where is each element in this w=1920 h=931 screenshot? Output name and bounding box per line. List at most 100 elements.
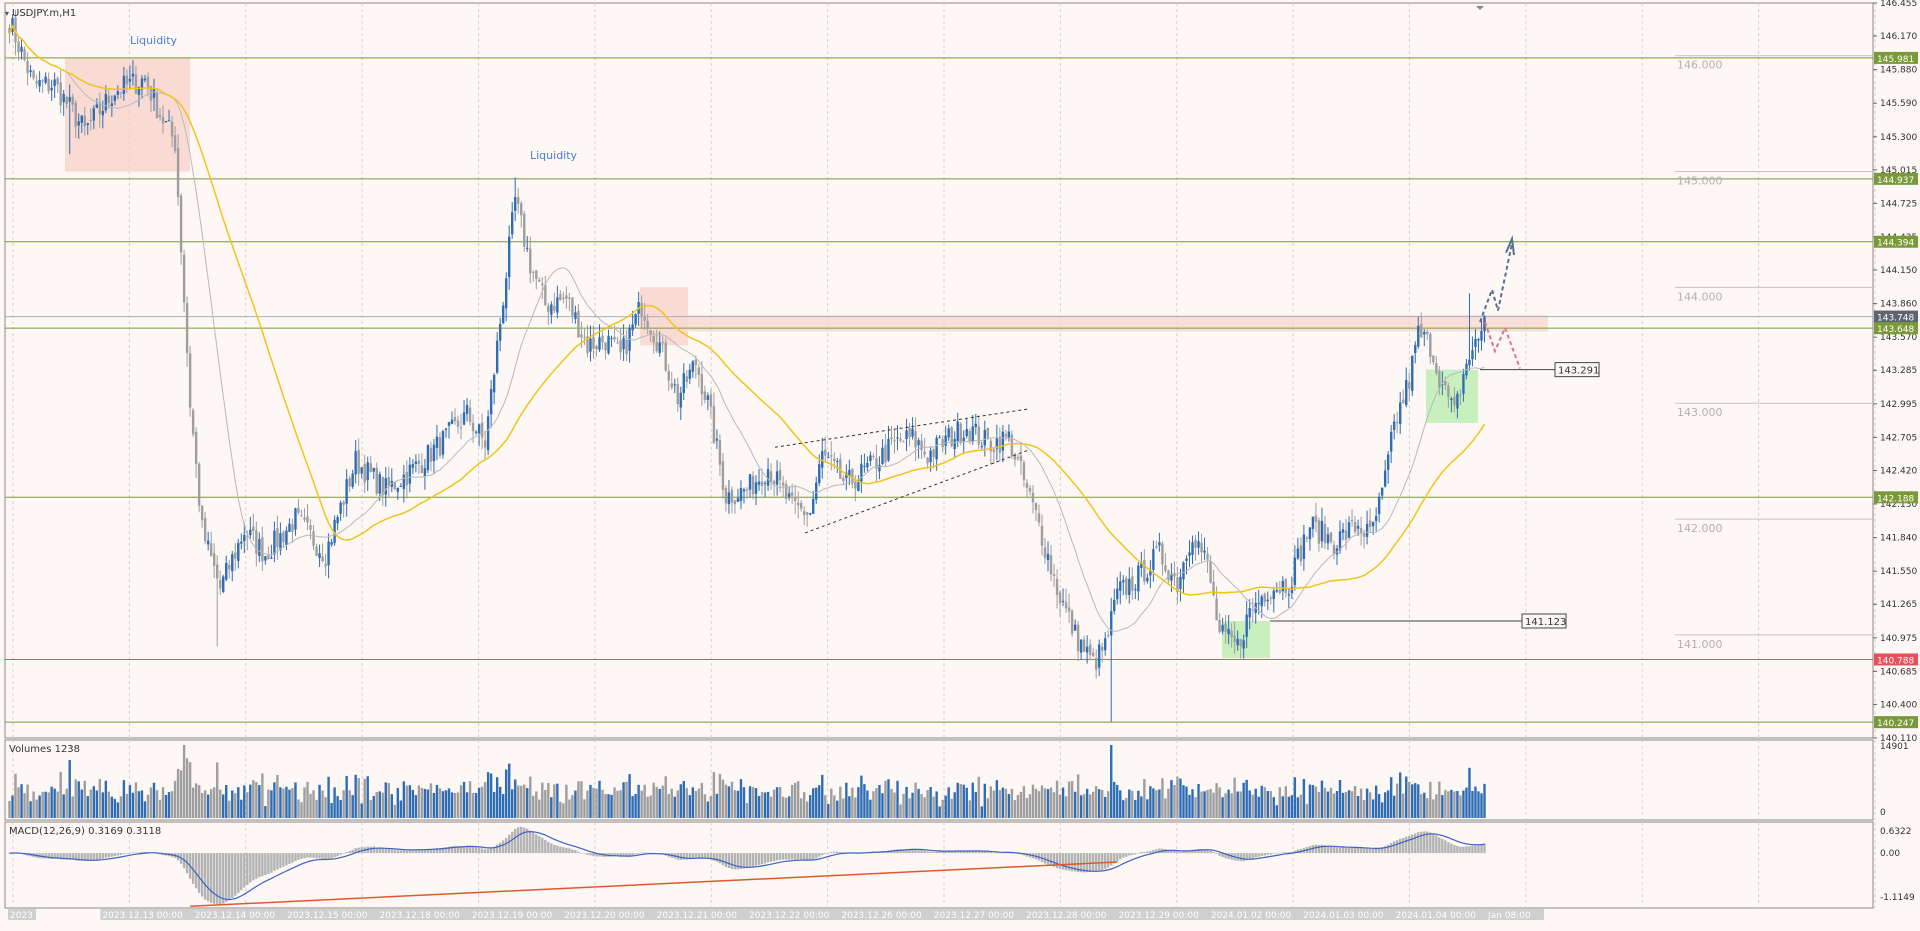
volume-bar xyxy=(279,787,282,818)
volume-bar xyxy=(498,786,502,818)
macd-histogram-bar xyxy=(980,851,983,854)
volume-bar xyxy=(935,791,938,818)
volume-bar xyxy=(1483,783,1486,818)
candle-body xyxy=(1423,331,1426,335)
volume-bar xyxy=(423,788,427,818)
macd-histogram-bar xyxy=(483,849,487,854)
volume-bar xyxy=(444,790,448,818)
candle-body xyxy=(908,427,911,438)
volume-bar xyxy=(914,782,917,818)
candle-body xyxy=(113,95,117,102)
price-pane[interactable]: 146.000 145.000 144.000 143.000 142.000 141.0… xyxy=(4,0,1918,744)
volume-bar xyxy=(44,791,47,818)
macd-histogram-bar xyxy=(986,851,990,854)
macd-histogram-bar xyxy=(1350,847,1354,854)
volume-bar xyxy=(1230,793,1233,818)
macd-histogram-bar xyxy=(486,849,490,854)
candle-body xyxy=(161,116,165,124)
macd-histogram-bar xyxy=(929,851,932,854)
volume-bar xyxy=(360,803,363,818)
macd-histogram-bar xyxy=(514,828,517,854)
candle-body xyxy=(29,70,32,73)
collapse-arrow-icon[interactable]: ▾ xyxy=(5,9,9,18)
volume-bar xyxy=(568,799,571,818)
volume-bar xyxy=(917,788,920,818)
volume-bar xyxy=(474,793,478,818)
volume-bar xyxy=(799,798,803,818)
macd-histogram-bar xyxy=(1251,853,1254,859)
candle-body xyxy=(1025,482,1029,488)
volume-bar xyxy=(453,793,457,818)
macd-histogram-bar xyxy=(459,846,463,854)
volume-bar xyxy=(595,788,598,818)
candle-body xyxy=(1374,516,1378,522)
volume-bar xyxy=(1206,789,1209,818)
volume-bar xyxy=(408,785,412,818)
candle-body xyxy=(1408,381,1411,389)
macd-histogram-bar xyxy=(1101,853,1104,870)
time-axis-label: 2023.12.20 00:00 xyxy=(564,911,645,921)
macd-histogram-bar xyxy=(1278,852,1282,854)
volume-bar xyxy=(745,803,749,818)
volume-bar xyxy=(938,806,941,818)
candle-body xyxy=(592,336,595,349)
candle-body xyxy=(429,447,433,462)
candle-body xyxy=(1194,539,1197,548)
candle-body xyxy=(634,313,637,325)
candle-body xyxy=(1119,581,1122,591)
volume-bar xyxy=(1278,787,1282,818)
volume-bar xyxy=(1028,794,1032,818)
volume-axis-max: 14901 xyxy=(1880,742,1909,752)
volume-bar xyxy=(1392,795,1396,818)
candle-body xyxy=(526,247,529,249)
volume-bar xyxy=(1215,783,1218,818)
macd-histogram-bar xyxy=(511,831,514,854)
macd-histogram-bar xyxy=(577,851,580,854)
candle-body xyxy=(1323,524,1327,544)
volume-pane[interactable]: Volumes 1238 14901 0 xyxy=(4,739,1909,821)
candle-body xyxy=(1290,587,1294,593)
candle-body xyxy=(1287,594,1291,596)
candle-body xyxy=(1185,558,1188,561)
macd-histogram-bar xyxy=(1104,853,1107,869)
candle-body xyxy=(1450,398,1453,401)
candle-body xyxy=(827,456,830,458)
macd-histogram-bar xyxy=(206,853,210,902)
macd-histogram-bar xyxy=(297,853,300,860)
price-axis-label: 142.130 xyxy=(1880,500,1917,510)
macd-histogram-bar xyxy=(426,848,430,854)
volume-bar xyxy=(709,796,713,818)
macd-histogram-bar xyxy=(974,850,977,854)
volume-bar xyxy=(742,787,746,818)
volume-bar xyxy=(20,784,23,818)
macd-histogram-bar xyxy=(291,853,294,863)
price-level-label: 140.247 xyxy=(1877,719,1914,729)
candle-body xyxy=(893,440,896,442)
macd-histogram-bar xyxy=(47,853,50,859)
candle-body xyxy=(586,336,589,353)
candle-body xyxy=(258,539,261,557)
time-axis[interactable]: 2023 2023.12.13 00:00 2023.12.14 00:00 2023… xyxy=(8,909,1544,921)
volume-bar xyxy=(784,797,788,818)
volume-bar xyxy=(47,792,50,818)
volume-bar xyxy=(565,784,568,818)
candle-body xyxy=(1149,569,1152,576)
shift-marker-icon[interactable] xyxy=(1476,6,1484,10)
candle-body xyxy=(1320,520,1324,542)
macd-histogram-bar xyxy=(243,853,246,888)
volume-bar xyxy=(827,803,830,818)
candle-body xyxy=(860,463,863,482)
macd-pane[interactable]: MACD(12,26,9) 0.3169 0.3118 0.6322 0.00 … xyxy=(4,821,1915,909)
macd-histogram-bar xyxy=(902,849,905,854)
candle-body xyxy=(20,46,23,52)
volume-bar xyxy=(1031,784,1035,818)
macd-histogram-bar xyxy=(1414,833,1417,854)
candle-body xyxy=(562,297,565,299)
candle-body xyxy=(1200,542,1203,553)
volume-bar xyxy=(1456,790,1459,818)
macd-histogram-bar xyxy=(405,850,409,854)
volume-bar xyxy=(754,788,758,818)
volume-bar xyxy=(261,773,264,818)
